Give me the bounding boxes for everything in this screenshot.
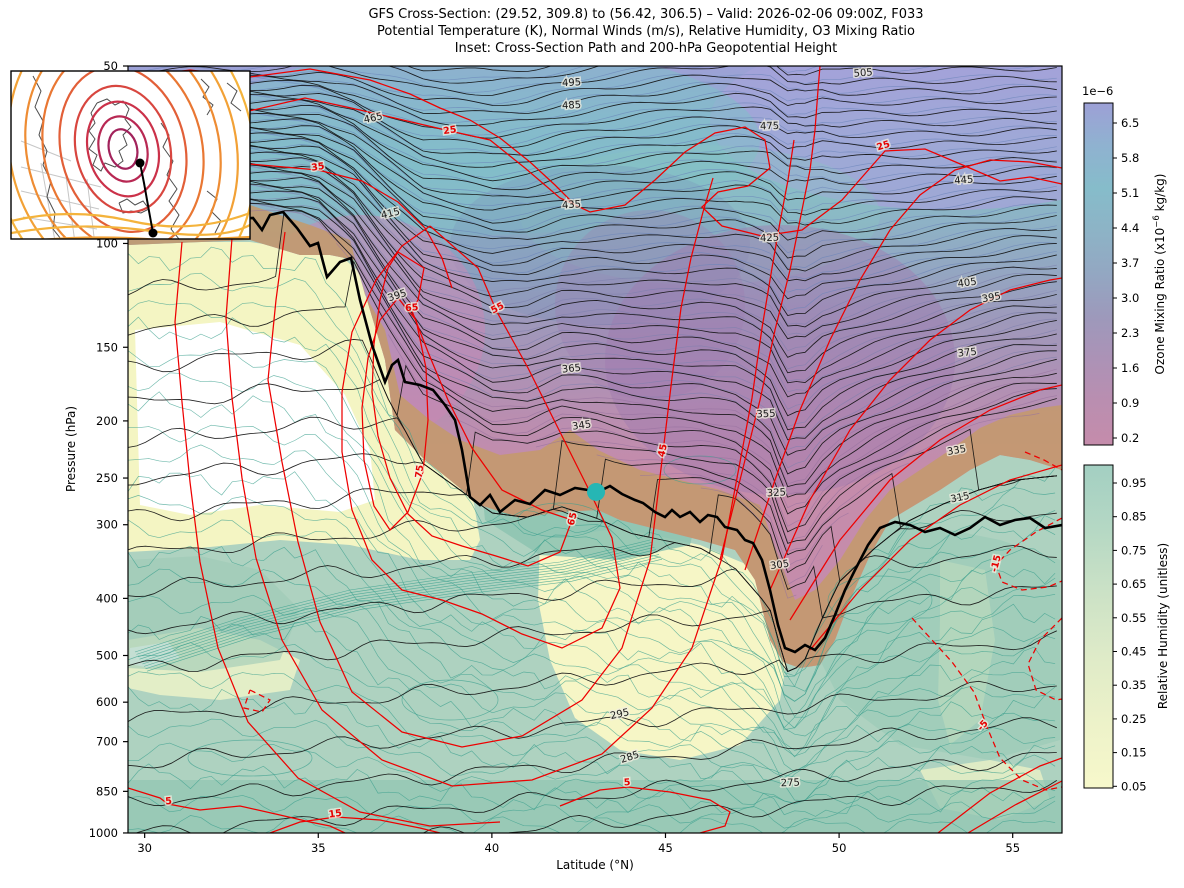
- y-tick-label: 200: [96, 414, 118, 428]
- rh-colorbar-label: Relative Humidity (unitless): [1156, 543, 1170, 709]
- inset-cross-section-path: [139, 162, 154, 234]
- theta-label: 505: [853, 67, 873, 79]
- inset-border: [10, 70, 251, 240]
- rh-cb-tick: 0.45: [1121, 645, 1147, 659]
- theta-contours: [128, 66, 1058, 833]
- wind-label: 65: [405, 302, 419, 314]
- tropopause-line: [128, 210, 1062, 654]
- ozone-cb-tick: 3.7: [1121, 256, 1139, 270]
- rh-cb-tick: 0.05: [1121, 779, 1147, 793]
- theta-label: 335: [946, 444, 967, 458]
- x-axis-label: Latitude (°N): [556, 858, 634, 872]
- theta-label: 395: [981, 291, 1002, 305]
- rh-cb-tick: 0.55: [1121, 611, 1147, 625]
- y-tick-label: 700: [96, 735, 118, 749]
- x-tick-label: 45: [658, 841, 673, 855]
- y-tick-label: 150: [96, 340, 118, 354]
- wind-label: 15: [328, 808, 343, 821]
- y-tick-label: 500: [96, 649, 118, 663]
- theta-label: 305: [769, 559, 789, 573]
- rh-cb-tick: 0.25: [1121, 712, 1147, 726]
- theta-label: 475: [760, 121, 779, 133]
- wind-label: 75: [414, 464, 427, 479]
- wind-label: 5: [623, 777, 630, 788]
- x-tick-label: 35: [311, 841, 326, 855]
- y-tick-label: 250: [96, 471, 118, 485]
- theta-label: 355: [756, 409, 776, 421]
- ozone-cb-tick: 4.4: [1121, 221, 1139, 235]
- theta-label: 435: [562, 199, 582, 211]
- y-tick-label: 100: [96, 236, 118, 250]
- theta-label: 425: [760, 233, 779, 245]
- rh-dry-yellow-center: [538, 528, 790, 760]
- rh-cb-tick: 0.85: [1121, 510, 1147, 524]
- ozone-cb-tick: 2.3: [1121, 326, 1139, 340]
- wind-label: 25: [443, 124, 458, 137]
- rh-cb-tick: 0.15: [1121, 746, 1147, 760]
- title-line-1: GFS Cross-Section: (29.52, 309.8) to (56…: [368, 7, 923, 22]
- wind-label: 45: [656, 443, 670, 458]
- y-axis-label: Pressure (hPa): [64, 406, 78, 492]
- inset-path-endpoint-north: [135, 158, 145, 168]
- rh-cb-tick: 0.65: [1121, 577, 1147, 591]
- theta-label: 345: [572, 419, 592, 433]
- y-tick-label: 1000: [89, 826, 118, 840]
- colorbars: 1e−6 Ozone Mixing Ratio (x10−6 kg/kg) Re…: [1082, 84, 1170, 793]
- ozone-cb-tick: 1.6: [1121, 361, 1139, 375]
- y-tick-label: 400: [96, 591, 118, 605]
- wind-label: 5: [165, 796, 173, 808]
- theta-label: 325: [767, 487, 787, 499]
- chart-title: GFS Cross-Section: (29.52, 309.8) to (56…: [368, 7, 923, 56]
- ozone-cb-tick: 6.5: [1121, 116, 1139, 130]
- rh-cb-tick: 0.95: [1121, 476, 1147, 490]
- theta-label: 445: [954, 174, 974, 187]
- plot-border: [127, 65, 1063, 834]
- rh-cb-tick: 0.35: [1121, 678, 1147, 692]
- x-tick-label: 30: [137, 841, 152, 855]
- rh-colorbar: [1083, 464, 1114, 789]
- path-position-marker: [587, 482, 606, 501]
- y-tick-label: 600: [96, 695, 118, 709]
- wind-label: 35: [311, 161, 326, 174]
- rh-below-min-white: [135, 322, 375, 515]
- title-line-3: Inset: Cross-Section Path and 200-hPa Ge…: [455, 41, 838, 56]
- axes: Pressure (hPa) Latitude (°N) 30 35 40 45 50 5…: [64, 59, 1063, 872]
- theta-label: 495: [562, 77, 582, 89]
- ozone-colorbar-label: Ozone Mixing Ratio (x10−6 kg/kg): [1152, 174, 1167, 375]
- rh-moist-right: [800, 520, 1060, 760]
- theta-label: 365: [561, 363, 581, 376]
- title-line-2: Potential Temperature (K), Normal Winds …: [377, 24, 915, 39]
- ozone-cb-tick: 3.0: [1121, 291, 1139, 305]
- inset-map: [10, 70, 251, 240]
- ozone-high-periwinkle: [710, 66, 1062, 210]
- ozone-cb-tick: 5.1: [1121, 186, 1139, 200]
- wind-contours: [128, 66, 1062, 833]
- rh-cb-tick: 0.75: [1121, 543, 1147, 557]
- theta-label: 485: [562, 100, 582, 112]
- x-tick-label: 50: [832, 841, 847, 855]
- ozone-colorbar-offset: 1e−6: [1082, 84, 1113, 98]
- ozone-cb-tick: 0.9: [1121, 396, 1139, 410]
- rh-contour-lines: [128, 246, 1056, 833]
- y-tick-label: 50: [103, 59, 118, 73]
- y-tick-label: 300: [96, 518, 118, 532]
- theta-label: 275: [781, 778, 800, 790]
- theta-label: 405: [957, 277, 977, 291]
- wind-label: 65: [566, 511, 580, 527]
- y-tick-label: 850: [96, 784, 118, 798]
- inset-path-endpoint-south: [148, 228, 158, 238]
- ozone-cb-tick: 5.8: [1121, 151, 1139, 165]
- ozone-colorbar: [1083, 102, 1114, 446]
- ozone-cb-tick: 0.2: [1121, 431, 1139, 445]
- x-tick-label: 55: [1005, 841, 1020, 855]
- theta-label: 375: [957, 347, 977, 360]
- x-tick-label: 40: [485, 841, 500, 855]
